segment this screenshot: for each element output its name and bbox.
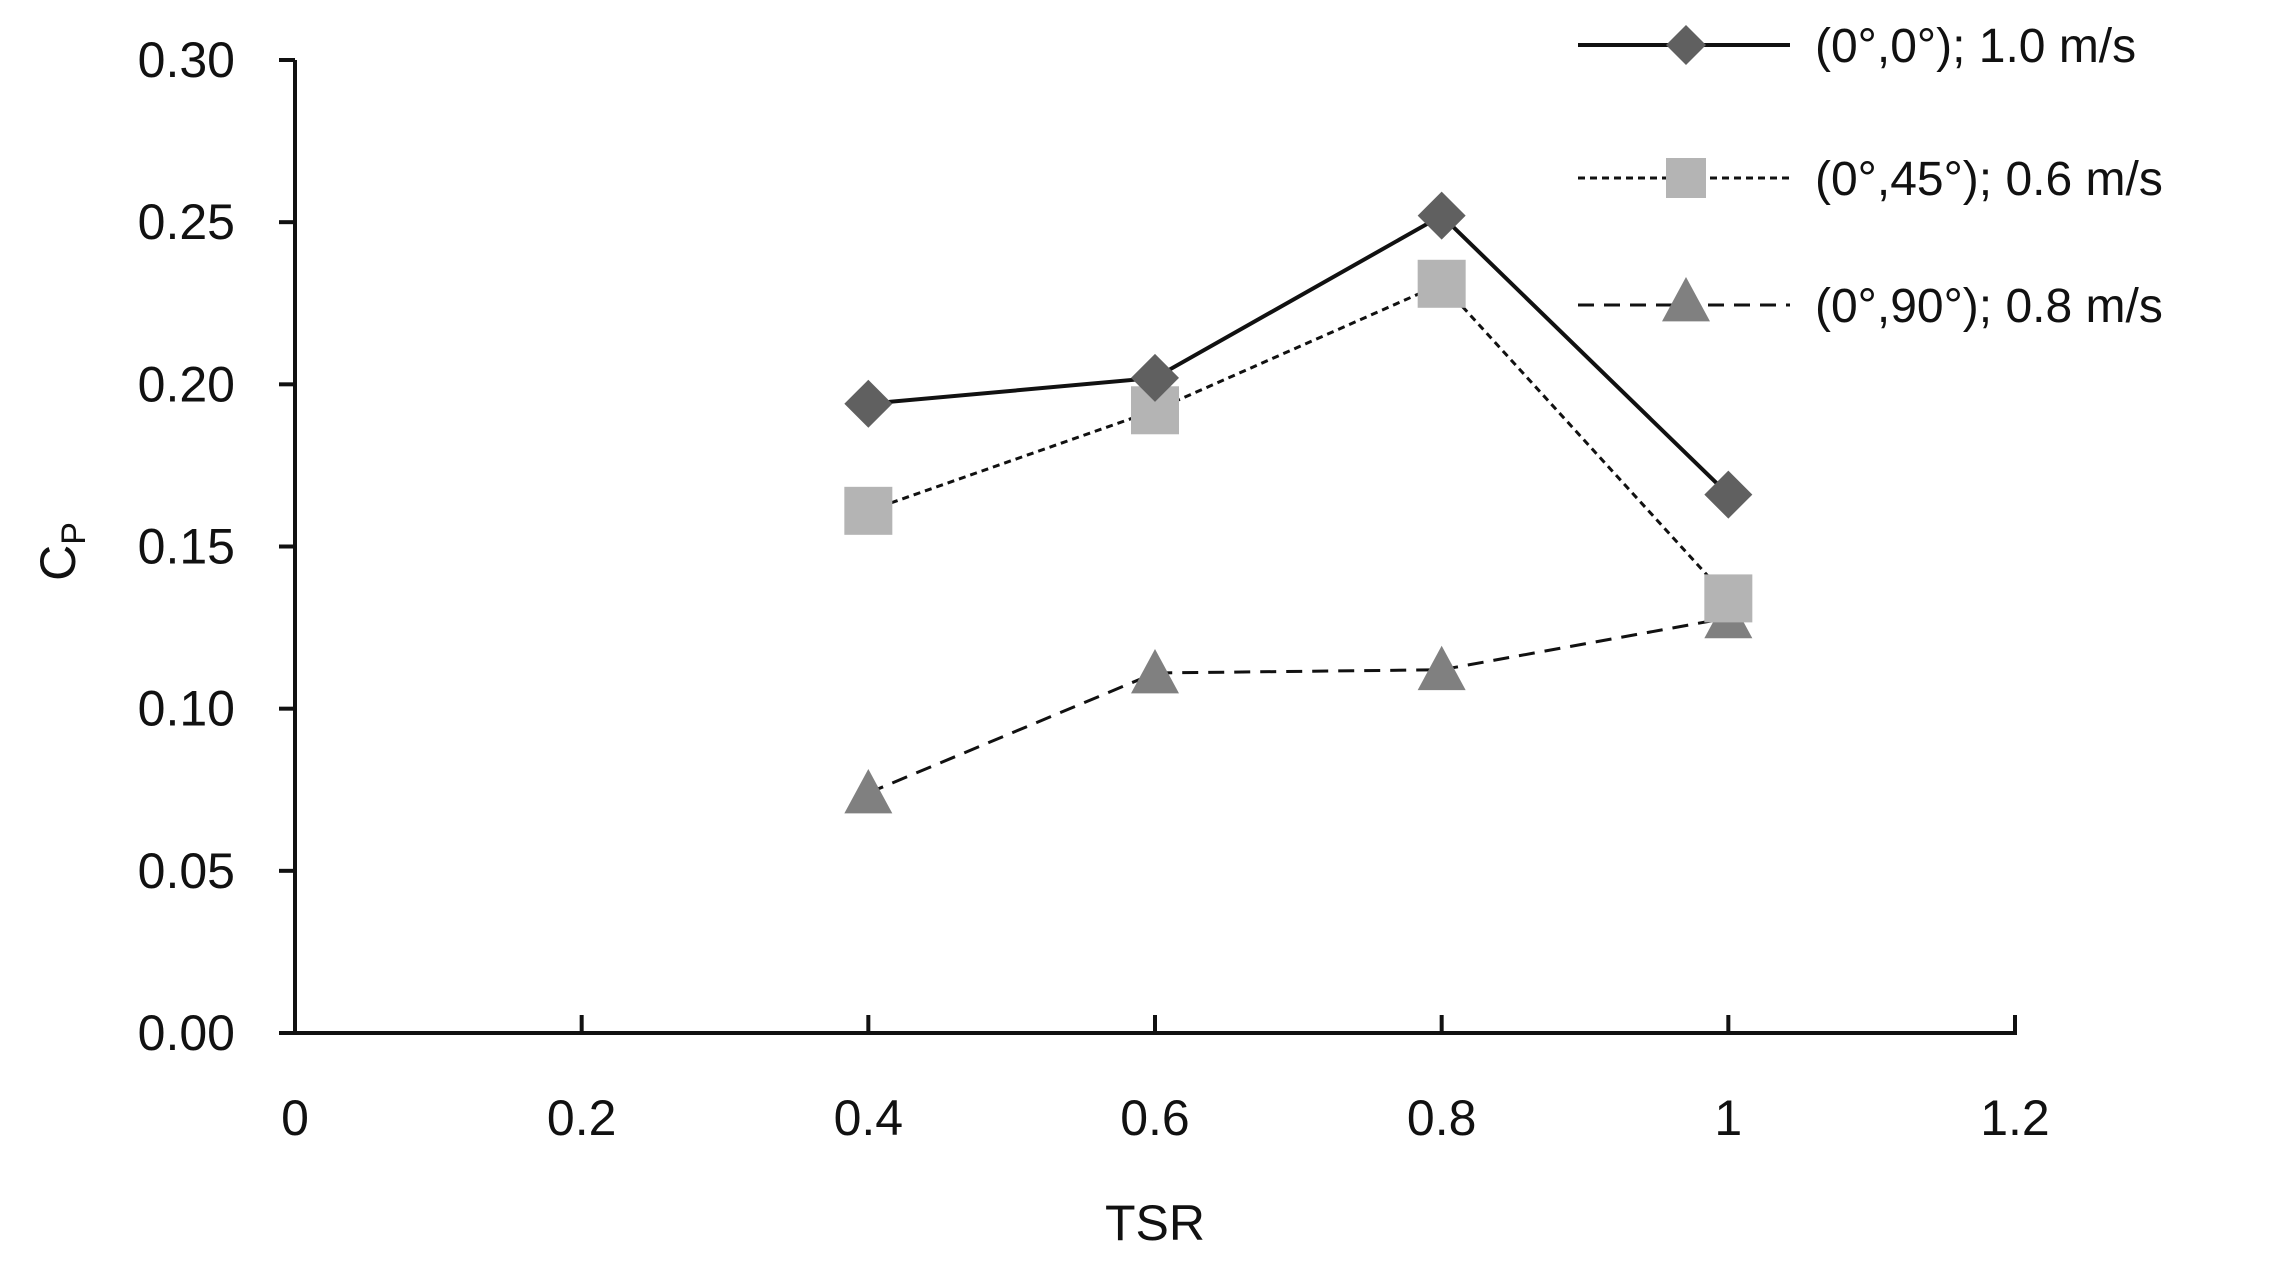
data-point — [844, 486, 893, 535]
legend: (0°,0°); 1.0 m/s (0°,45°); 0.6 m/s (0°,90°… — [1578, 20, 2163, 333]
data-point — [1417, 645, 1466, 691]
data-point — [844, 768, 893, 814]
series-line — [868, 213, 1730, 497]
data-point — [1704, 574, 1753, 623]
x-tick-label: 0.2 — [547, 1090, 617, 1146]
x-tick-label: 1.2 — [1980, 1090, 2050, 1146]
y-axis-title-main: C — [30, 545, 86, 581]
legend-marker — [1666, 158, 1706, 198]
x-tick-label: 1 — [1714, 1090, 1742, 1146]
x-tick-label: 0 — [281, 1090, 309, 1146]
legend-marker — [1662, 277, 1710, 322]
y-tick-label: 0.05 — [138, 843, 235, 899]
legend-label: (0°,0°); 1.0 m/s — [1815, 20, 2136, 73]
data-point — [1417, 259, 1466, 308]
y-axis-title: CP — [30, 522, 93, 581]
x-tick-label: 0.4 — [834, 1090, 904, 1146]
legend-marker — [1666, 25, 1706, 65]
legend-entry-2: (0°,45°); 0.6 m/s — [1578, 153, 2163, 206]
series-group — [844, 191, 1753, 814]
series-2 — [844, 259, 1753, 623]
svg-text:CP: CP — [30, 522, 93, 581]
y-tick-label: 0.30 — [138, 32, 235, 88]
data-point — [1131, 648, 1179, 694]
data-point — [1417, 191, 1466, 240]
y-axis-title-subscript: P — [55, 522, 93, 545]
axes: 0.00 0.05 0.10 0.15 0.20 0.25 0.30 0 0.2 0.4 0.6 0.… — [138, 32, 2050, 1146]
legend-label: (0°,90°); 0.8 m/s — [1815, 280, 2163, 333]
series-line — [867, 616, 1729, 795]
series-3 — [844, 593, 1753, 814]
x-tick-label: 0.8 — [1407, 1090, 1477, 1146]
y-tick-label: 0.25 — [138, 194, 235, 250]
data-point — [844, 379, 893, 428]
y-tick-label: 0.20 — [138, 356, 235, 412]
data-point — [1131, 353, 1179, 402]
x-axis-title: TSR — [1105, 1195, 1205, 1251]
data-point — [1704, 470, 1753, 519]
legend-entry-3: (0°,90°); 0.8 m/s — [1578, 277, 2163, 333]
y-tick-label: 0.10 — [138, 681, 235, 737]
series-line — [867, 281, 1730, 600]
x-tick-label: 0.6 — [1120, 1090, 1190, 1146]
y-tick-label: 0.00 — [138, 1005, 235, 1061]
legend-label: (0°,45°); 0.6 m/s — [1815, 153, 2163, 206]
series-1 — [844, 191, 1753, 519]
legend-entry-1: (0°,0°); 1.0 m/s — [1578, 20, 2136, 73]
y-tick-label: 0.15 — [138, 519, 235, 575]
